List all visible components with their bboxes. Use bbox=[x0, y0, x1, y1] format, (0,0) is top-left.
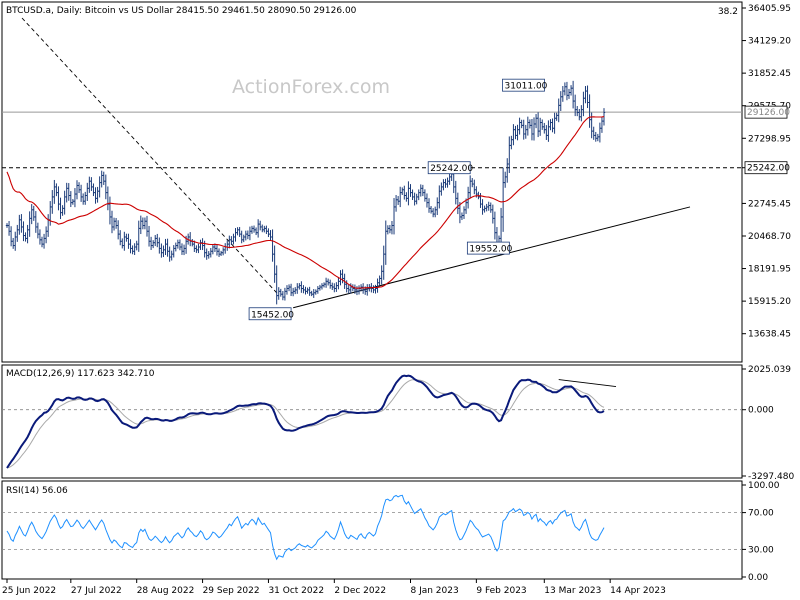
macd-divergence-line bbox=[558, 379, 617, 388]
macd-axis-label: 0.000 bbox=[748, 406, 774, 416]
price-axis-label: 27298.95 bbox=[748, 134, 791, 144]
support-level-tag-box bbox=[744, 161, 788, 175]
rising-trendline bbox=[293, 206, 691, 309]
price-annotation-label: 25242.00 bbox=[430, 164, 473, 174]
rsi-title: RSI(14) 56.06 bbox=[6, 486, 68, 496]
rsi-line bbox=[6, 494, 605, 561]
current-price-tag-text: 29126.00 bbox=[747, 108, 790, 118]
x-axis-label: 29 Sep 2022 bbox=[203, 586, 260, 596]
corner-value: 38.2 bbox=[718, 7, 738, 17]
rsi-axis-label: 0.00 bbox=[748, 573, 768, 583]
price-annotation-box bbox=[248, 307, 292, 321]
price-axis-label: 31852.45 bbox=[748, 69, 791, 79]
price-axis-label: 34129.20 bbox=[748, 37, 791, 47]
macd-axis-label: -3297.480 bbox=[748, 472, 794, 482]
price-axis-label: 22745.45 bbox=[748, 199, 791, 209]
rsi-axis-label: 70.00 bbox=[748, 509, 774, 519]
macd-layer bbox=[2, 374, 742, 469]
price-annotation-box bbox=[502, 78, 545, 92]
current-price-tag-box bbox=[744, 105, 788, 119]
x-axis-label: 13 Mar 2023 bbox=[544, 586, 601, 596]
price-axis-label: 18191.95 bbox=[748, 265, 791, 275]
support-level-tag-text: 25242.00 bbox=[747, 164, 790, 174]
rsi-layer bbox=[2, 494, 742, 561]
x-axis-label: 2 Dec 2022 bbox=[334, 586, 386, 596]
price-axis-label: 36405.95 bbox=[748, 4, 791, 14]
watermark: ActionForex.com bbox=[232, 76, 390, 98]
rsi-axis-label: 100.00 bbox=[748, 481, 780, 491]
x-axis-label: 31 Oct 2022 bbox=[268, 586, 324, 596]
price-annotation-box bbox=[427, 161, 471, 175]
symbol-title: BTCUSD.a, Daily: Bitcoin vs US Dollar 28… bbox=[6, 6, 357, 16]
price-layer: 31011.00 25242.00 19552.00 15452.00 bbox=[2, 17, 742, 321]
price-axis-label: 20468.70 bbox=[748, 232, 791, 242]
macd-panel-frame bbox=[1, 364, 743, 479]
x-axis-label: 9 Feb 2023 bbox=[476, 586, 526, 596]
price-annotation-label: 19552.00 bbox=[469, 245, 512, 255]
price-axis-label: 13638.45 bbox=[748, 330, 791, 340]
x-axis-label: 27 Jul 2022 bbox=[71, 586, 122, 596]
macd-line bbox=[6, 374, 605, 469]
x-axis-label: 25 Jun 2022 bbox=[2, 586, 56, 596]
moving-average-line bbox=[6, 116, 605, 289]
rsi-axis-label: 30.00 bbox=[748, 545, 774, 555]
price-annotation-label: 31011.00 bbox=[504, 82, 547, 92]
axis-layer: 36405.9534129.2031852.4529575.7027298.95… bbox=[2, 4, 794, 596]
x-axis-label: 28 Aug 2022 bbox=[137, 586, 195, 596]
price-annotation-box bbox=[466, 241, 510, 255]
price-axis-label: 15915.20 bbox=[748, 297, 791, 307]
rsi-panel-frame bbox=[1, 480, 743, 580]
macd-signal-line bbox=[6, 379, 605, 469]
x-axis-label: 8 Jan 2023 bbox=[410, 586, 458, 596]
macd-axis-label: 2025.039 bbox=[748, 365, 791, 375]
price-annotation-label: 15452.00 bbox=[251, 310, 294, 320]
price-panel-frame bbox=[1, 1, 743, 363]
x-axis-label: 14 Apr 2023 bbox=[610, 586, 666, 596]
macd-title: MACD(12,26,9) 117.623 342.710 bbox=[6, 369, 155, 379]
descending-trendline bbox=[21, 17, 279, 295]
